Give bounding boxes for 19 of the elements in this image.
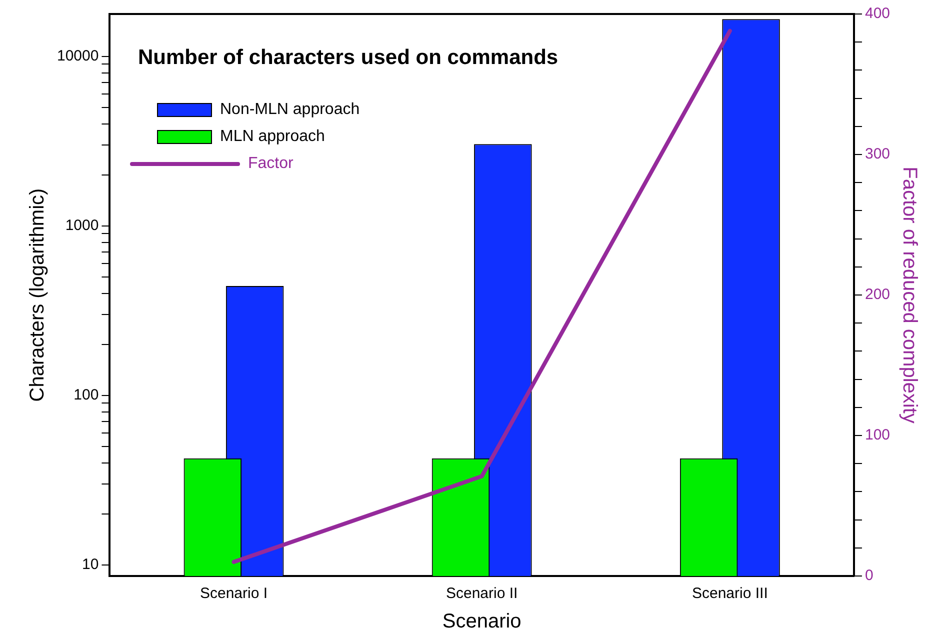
x-tick-label: Scenario I bbox=[200, 585, 268, 602]
y2-tick-label: 0 bbox=[864, 567, 874, 584]
y2-tick-label: 400 bbox=[864, 5, 890, 22]
legend-label: Non-MLN approach bbox=[220, 100, 360, 118]
y2-tick-label: 100 bbox=[864, 426, 890, 444]
x-tick-label: Scenario II bbox=[446, 585, 518, 602]
y2-axis-title: Factor of reduced complexity bbox=[898, 166, 920, 424]
y2-tick-label: 300 bbox=[864, 146, 890, 163]
text: Number of characters used on commands bbox=[138, 46, 558, 70]
y-tick-label: 100 bbox=[74, 386, 99, 404]
x-tick-label: Scenario III bbox=[692, 585, 768, 602]
x-axis-title: Scenario bbox=[442, 610, 522, 633]
legend-label: MLN approach bbox=[220, 128, 325, 146]
y-tick-label: 10 bbox=[82, 556, 99, 574]
y2-tick-label: 200 bbox=[864, 286, 890, 304]
y-axis-title: Characters (logarithmic) bbox=[26, 188, 49, 402]
y-tick-label: 1000 bbox=[65, 217, 99, 234]
y-tick-label: 10000 bbox=[56, 48, 99, 65]
text: Factor bbox=[248, 154, 294, 172]
